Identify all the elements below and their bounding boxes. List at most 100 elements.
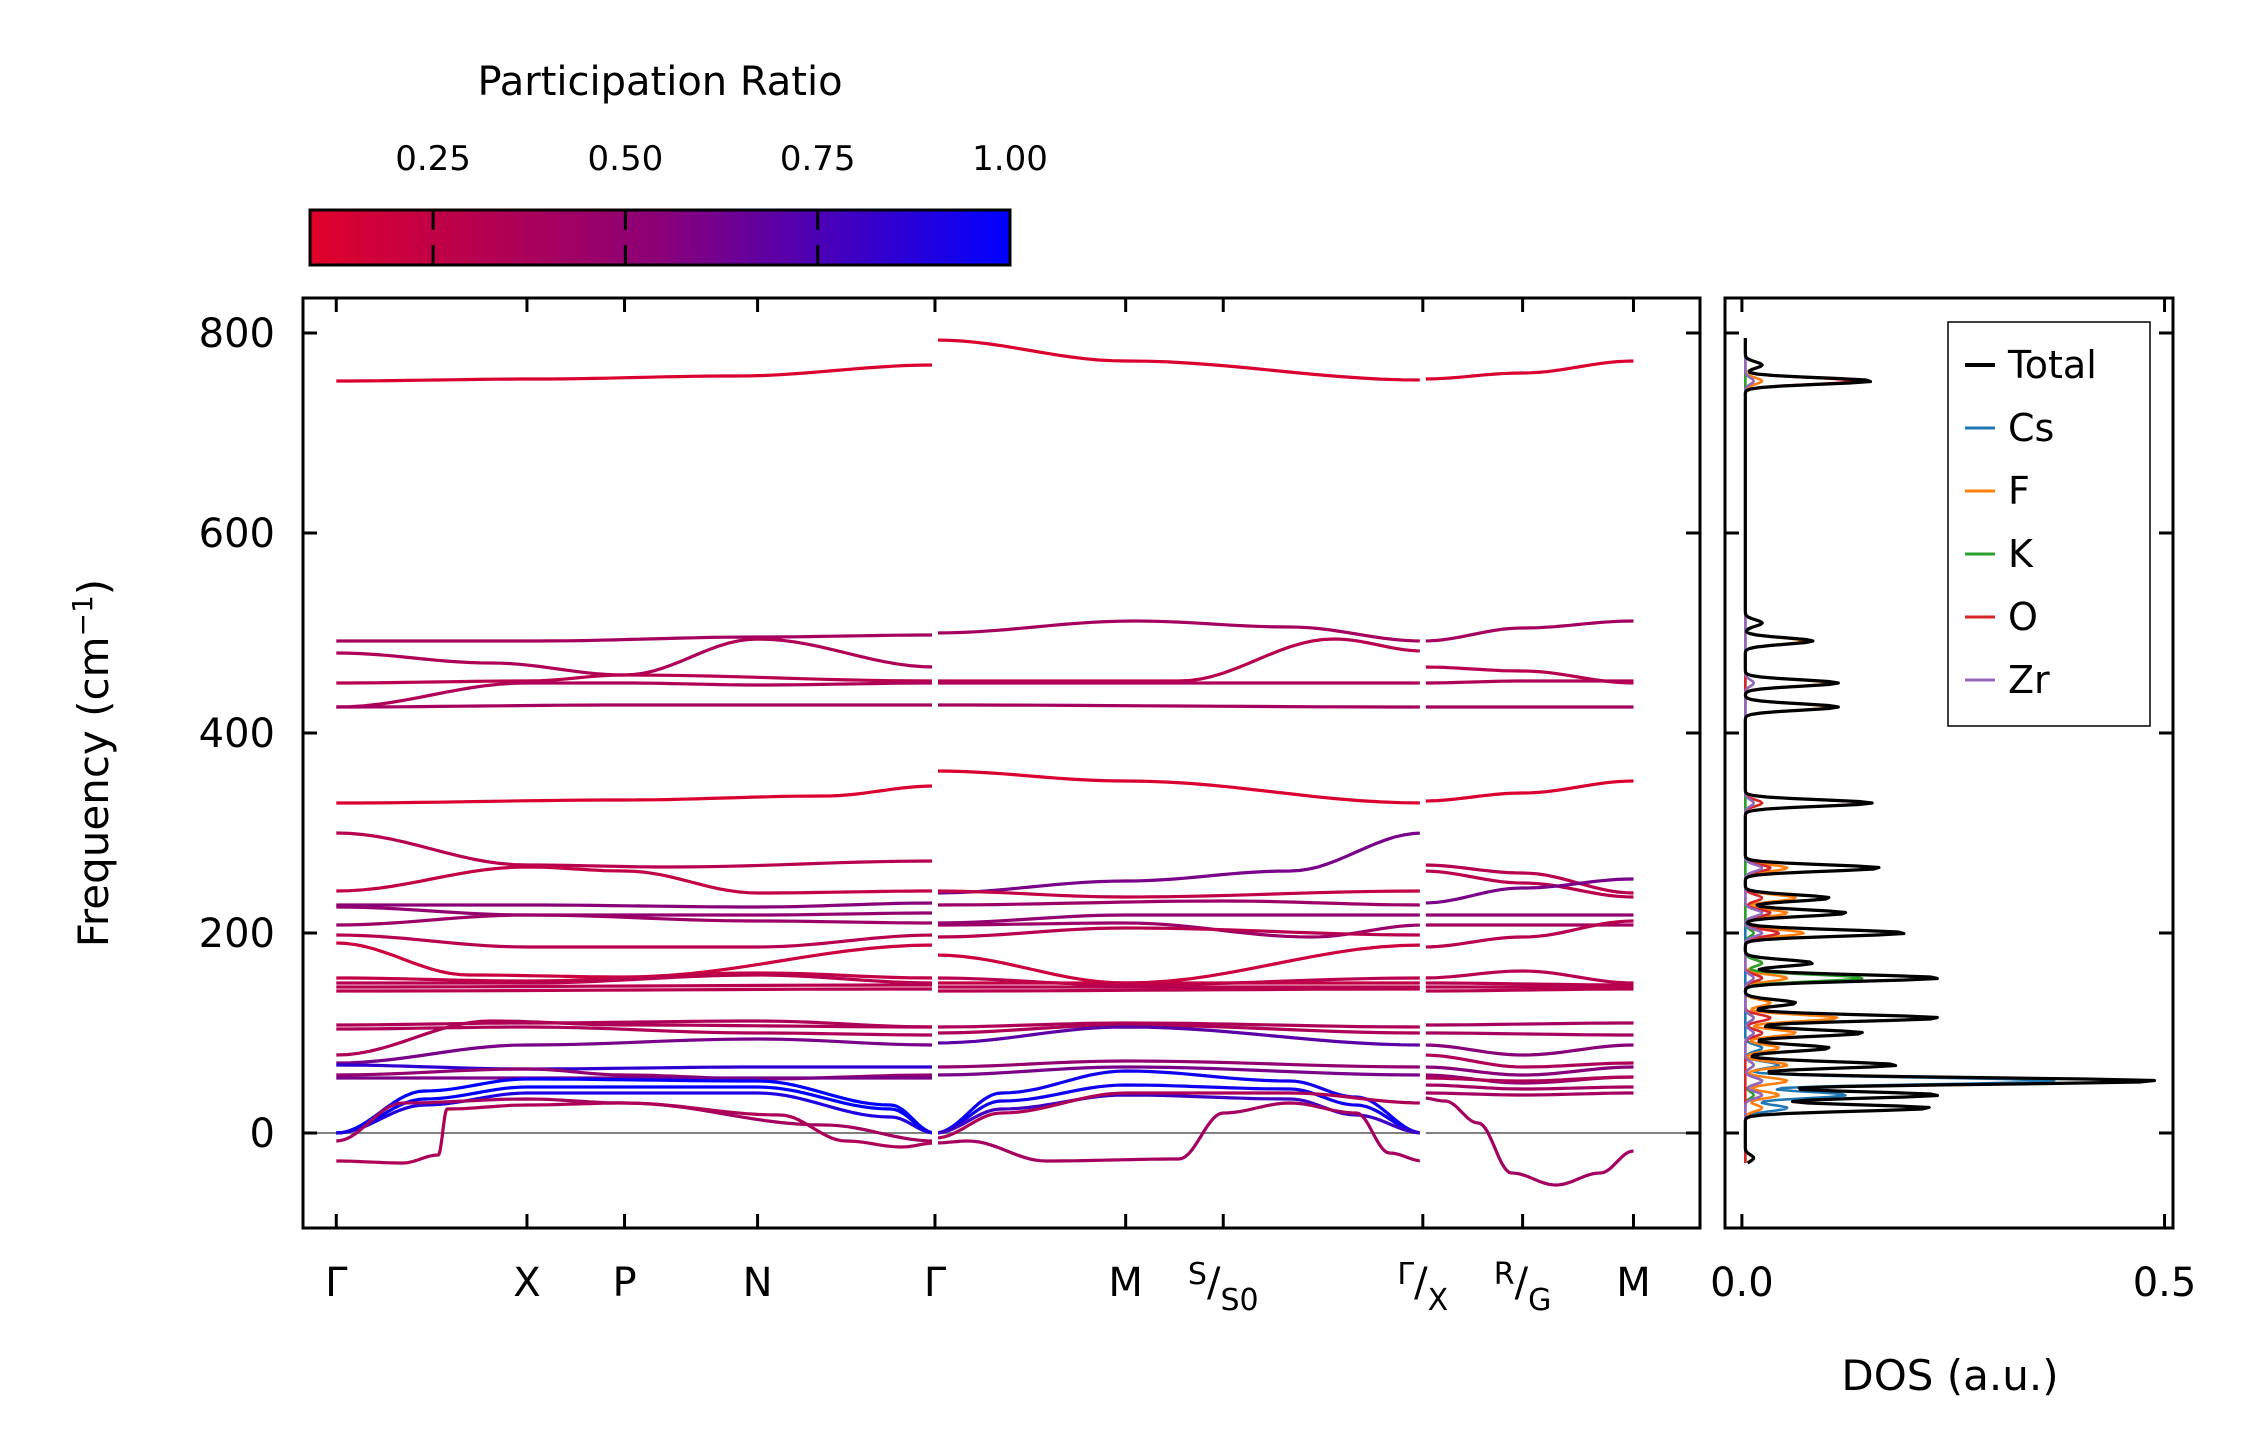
phonon-band	[336, 941, 936, 979]
phonon-band	[934, 769, 1423, 805]
band-y-ticks: 0 200 400 600 800	[199, 311, 1700, 1157]
colorbar-tick-label: 1.00	[972, 139, 1048, 179]
band-line	[934, 889, 1423, 899]
band-line	[336, 784, 936, 805]
phonon-band	[934, 899, 1423, 907]
colorbar-gradient	[308, 208, 1012, 267]
band-line	[1422, 869, 1634, 899]
legend-label: O	[2008, 595, 2038, 639]
band-line	[1422, 987, 1634, 993]
y-tick-label: 800	[199, 311, 275, 357]
phonon-band	[935, 987, 1423, 993]
phonon-band	[934, 1059, 1423, 1069]
band-line	[1422, 1021, 1634, 1027]
phonon-band	[1422, 981, 1634, 987]
dos-panel: 0.0 0.5 DOS (a.u.) Total Cs FKO Zr	[1710, 296, 2196, 1400]
band-line	[336, 1097, 936, 1143]
phonon-band	[935, 637, 1423, 683]
kpoint-label: Γ/X	[1397, 1257, 1448, 1318]
legend-label: Cs	[2008, 406, 2054, 450]
phonon-band	[336, 1077, 936, 1135]
band-line	[934, 1091, 1423, 1140]
kpoint-label-bottom: S0	[1220, 1283, 1258, 1318]
dos-x-tick-label: 0.0	[1710, 1260, 1774, 1306]
band-line	[336, 1025, 935, 1037]
phonon-band	[336, 901, 936, 909]
legend-label: Zr	[2008, 658, 2050, 702]
phonon-bands	[336, 338, 1634, 1187]
phonon-band	[336, 673, 936, 685]
band-line	[1422, 1043, 1634, 1057]
phonon-band	[336, 1037, 936, 1065]
band-x-ticks: Γ X P N Γ M S/S0Γ/XR/G M	[325, 298, 1651, 1318]
phonon-band	[934, 619, 1423, 643]
band-line	[336, 1037, 936, 1065]
band-line	[336, 703, 935, 709]
band-line	[336, 363, 936, 383]
phonon-band	[336, 1063, 935, 1071]
band-line	[336, 1063, 935, 1071]
legend-items: Total Cs FKO Zr	[1965, 343, 2097, 702]
phonon-band	[336, 1097, 936, 1143]
phonon-band	[1422, 969, 1634, 985]
band-line	[934, 769, 1423, 805]
phonon-band	[336, 913, 935, 927]
phonon-band	[934, 1093, 1423, 1135]
phonon-band	[1422, 1043, 1634, 1057]
phonon-band	[336, 905, 935, 917]
kpoint-slash: /	[1414, 1260, 1428, 1306]
phonon-band	[1422, 779, 1634, 803]
phonon-band	[934, 1023, 1423, 1035]
band-line	[935, 703, 1423, 709]
kpoint-label-top: R	[1494, 1257, 1515, 1292]
band-line	[336, 1101, 936, 1165]
band-plot-frame	[301, 296, 1702, 1230]
band-line	[336, 971, 936, 983]
kpoint-label-bottom: G	[1528, 1283, 1551, 1318]
band-line	[1422, 779, 1634, 803]
phonon-band	[1422, 869, 1634, 899]
band-line	[1422, 619, 1634, 643]
band-line	[336, 973, 936, 985]
band-line	[1422, 1075, 1634, 1083]
phonon-band	[1422, 1053, 1634, 1069]
band-line	[934, 1093, 1423, 1135]
kpoint-label-top: S	[1188, 1257, 1207, 1292]
band-line	[1422, 877, 1634, 905]
phonon-band	[1422, 619, 1634, 643]
band-line	[336, 913, 935, 927]
dos-ticks: 0.0 0.5	[1710, 298, 2196, 1306]
phonon-band	[934, 1091, 1423, 1140]
colorbar-tick-label: 0.50	[588, 139, 664, 179]
phonon-band	[336, 1091, 936, 1135]
phonon-band	[336, 1101, 936, 1165]
y-axis-label-sup: −1	[66, 595, 99, 636]
phonon-band	[1422, 987, 1634, 993]
phonon-band	[336, 633, 935, 643]
band-line	[1422, 1096, 1634, 1187]
kpoint-label: N	[743, 1260, 773, 1306]
phonon-band	[934, 338, 1423, 382]
phonon-band	[336, 933, 936, 949]
colorbar-tick-label: 0.25	[395, 139, 471, 179]
band-line	[934, 926, 1423, 939]
band-line	[1422, 679, 1634, 685]
phonon-band	[336, 1019, 936, 1029]
band-line	[336, 901, 936, 909]
phonon-band	[934, 976, 1423, 987]
band-line	[1422, 1083, 1634, 1091]
phonon-band	[336, 681, 935, 709]
colorbar: Participation Ratio 0.25 0.50 0.75 1.00	[308, 59, 1048, 267]
band-line	[934, 1065, 1423, 1077]
kpoint-label: R/G	[1494, 1257, 1552, 1318]
phonon-band	[1422, 1065, 1634, 1077]
kpoint-label-top: Γ	[1397, 1257, 1414, 1292]
colorbar-tick-label: 0.75	[780, 139, 856, 179]
kpoint-slash: /	[1515, 1260, 1529, 1306]
y-tick-label: 0	[250, 1111, 275, 1157]
y-axis-label-text: Frequency (cm	[69, 636, 118, 947]
phonon-band	[1422, 1083, 1634, 1091]
colorbar-ticks: 0.25 0.50 0.75 1.00	[395, 139, 1048, 265]
